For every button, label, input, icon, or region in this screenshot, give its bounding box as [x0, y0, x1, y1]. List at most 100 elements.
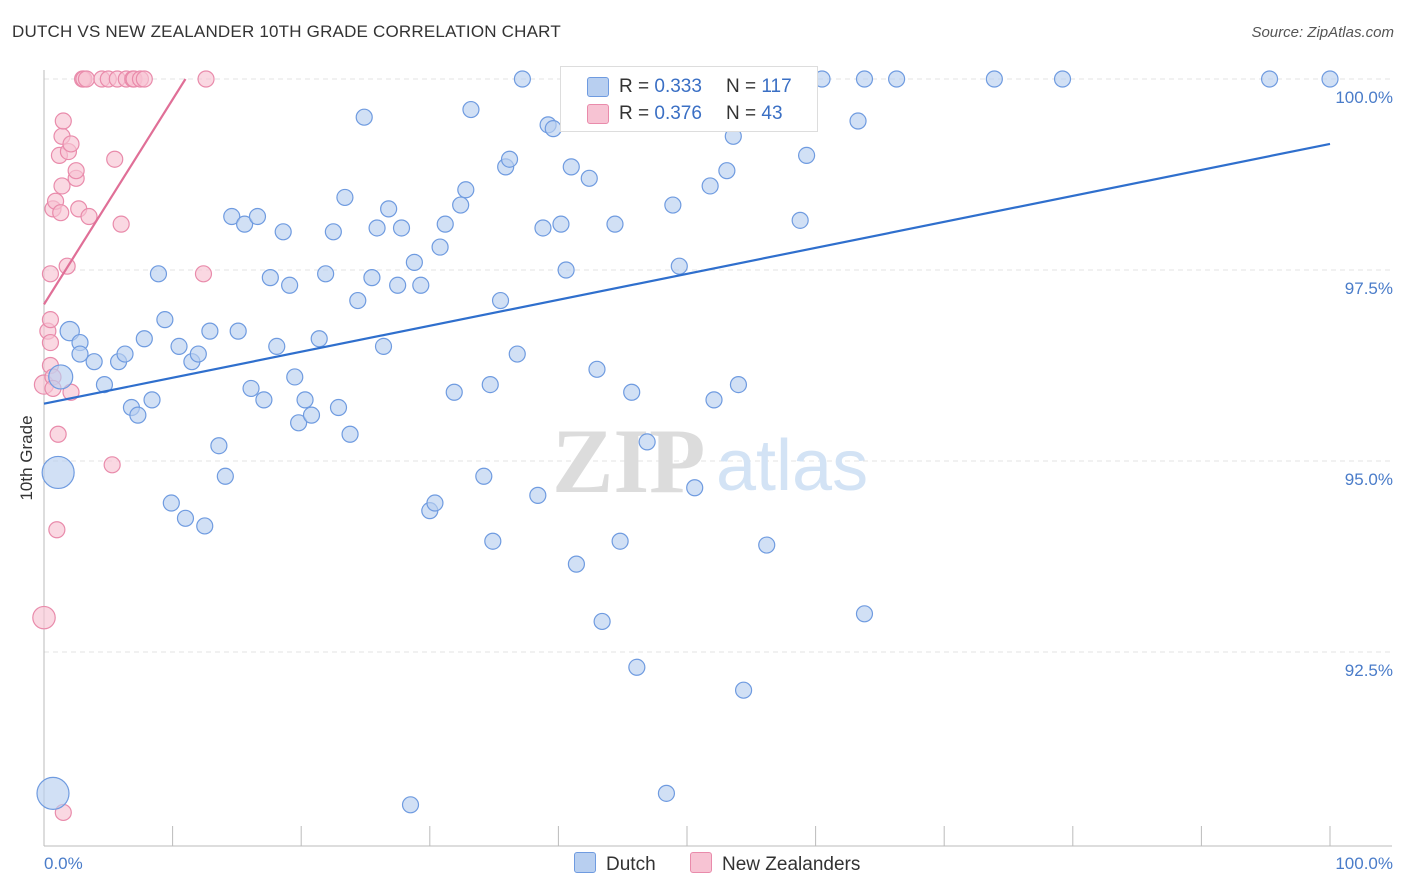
x-tick-labels: 0.0% 100.0%	[44, 854, 1393, 873]
nz-point	[112, 215, 130, 233]
dutch-point	[985, 70, 1003, 88]
dutch-point	[48, 364, 74, 390]
dutch-point	[71, 345, 89, 363]
legend-row-dutch: R = 0.333 N = 117	[561, 73, 817, 101]
dutch-point	[255, 391, 273, 409]
dutch-n: N = 117	[726, 76, 792, 97]
dutch-point	[116, 345, 134, 363]
dutch-point	[302, 406, 321, 424]
axes	[43, 70, 1392, 847]
dutch-point	[534, 219, 552, 237]
dutch-point	[855, 70, 874, 88]
dutch-point	[431, 238, 449, 256]
dutch-point	[324, 223, 342, 241]
dutch-point	[628, 658, 646, 676]
nz-point	[62, 135, 80, 153]
dutch-point	[189, 345, 207, 363]
dutch-point	[268, 337, 286, 355]
dutch-point	[1053, 70, 1072, 88]
nz-point	[67, 162, 85, 180]
dutch-point	[686, 479, 704, 497]
dutch-point	[317, 265, 335, 283]
legend-nz-swatch	[690, 852, 712, 873]
dutch-point	[223, 207, 241, 226]
dutch-point	[392, 219, 411, 237]
dutch-point	[248, 207, 267, 226]
dutch-point	[457, 181, 475, 199]
legend-item-nz[interactable]: New Zealanders	[690, 852, 860, 876]
dutch-point	[412, 276, 430, 294]
dutch-point	[242, 379, 260, 398]
dutch-point	[261, 269, 279, 287]
nz-n: N = 43	[726, 103, 783, 124]
legend-item-dutch[interactable]: Dutch	[574, 852, 656, 876]
dutch-point	[657, 784, 676, 802]
dutch-point	[567, 555, 586, 573]
legend-nz-label: New Zealanders	[722, 854, 861, 875]
dutch-point	[734, 681, 753, 699]
dutch-point	[426, 494, 444, 512]
dutch-point	[670, 257, 688, 275]
y-tick-labels: 92.5% 95.0% 97.5% 100.0%	[1335, 88, 1393, 680]
dutch-point	[170, 337, 188, 355]
dutch-point	[281, 276, 299, 294]
dutch-point	[580, 169, 598, 187]
nz-point	[194, 265, 213, 283]
chart-title: DUTCH VS NEW ZEALANDER 10TH GRADE CORREL…	[12, 22, 561, 41]
dutch-point	[286, 368, 304, 386]
dutch-point	[436, 215, 454, 233]
watermark: ZIP atlas	[552, 410, 868, 512]
nz-point	[41, 333, 60, 352]
dutch-point	[758, 536, 776, 554]
dutch-r: R = 0.333	[619, 76, 702, 97]
y-axis-label: 10th Grade	[17, 415, 36, 500]
nz-point	[197, 70, 215, 88]
y-tick-label: 92.5%	[1345, 661, 1393, 680]
nz-point	[103, 456, 121, 474]
trendlines	[43, 78, 1331, 405]
dutch-point	[368, 219, 386, 237]
dutch-point	[349, 291, 367, 310]
legend-dutch-label: Dutch	[606, 854, 656, 875]
dutch-point	[36, 776, 70, 810]
nz-trendline	[43, 78, 187, 305]
ticks	[43, 826, 1331, 846]
dutch-point	[229, 322, 247, 340]
dutch-point	[1321, 70, 1339, 88]
dutch-point	[797, 146, 816, 164]
nz-point	[49, 425, 67, 443]
dutch-point	[855, 605, 874, 623]
dutch-point	[452, 196, 470, 214]
nz-point	[52, 204, 70, 222]
dutch-point	[552, 215, 570, 233]
dutch-point	[500, 150, 519, 168]
dutch-point	[508, 345, 526, 363]
nz-point	[77, 70, 96, 88]
dutch-point	[274, 223, 292, 241]
dutch-point	[290, 414, 308, 432]
dutch-point	[196, 517, 214, 535]
nz-point	[41, 311, 60, 329]
dutch-point	[336, 188, 354, 207]
dutch-point	[236, 215, 254, 233]
nz-point	[53, 177, 71, 195]
correlation-legend: R = 0.333 N = 117 R = 0.376 N = 43	[560, 66, 818, 132]
dutch-point	[216, 467, 234, 485]
y-tick-label: 95.0%	[1345, 470, 1393, 489]
dutch-point	[638, 433, 656, 451]
series-legend: Dutch New Zealanders	[0, 852, 1406, 878]
x-tick-label-min: 0.0%	[44, 854, 83, 873]
dutch-point	[129, 406, 147, 424]
chart-source: Source: ZipAtlas.com	[1251, 24, 1394, 41]
dutch-point	[484, 532, 502, 550]
watermark-atlas: atlas	[716, 426, 868, 506]
dutch-point	[59, 320, 80, 342]
dutch-point	[445, 383, 463, 401]
dutch-point	[544, 120, 562, 138]
watermark-zip: ZIP	[552, 410, 705, 512]
dutch-point	[149, 265, 168, 283]
nz-point	[41, 265, 60, 283]
dutch-point	[401, 796, 420, 814]
dutch-point	[296, 391, 314, 409]
